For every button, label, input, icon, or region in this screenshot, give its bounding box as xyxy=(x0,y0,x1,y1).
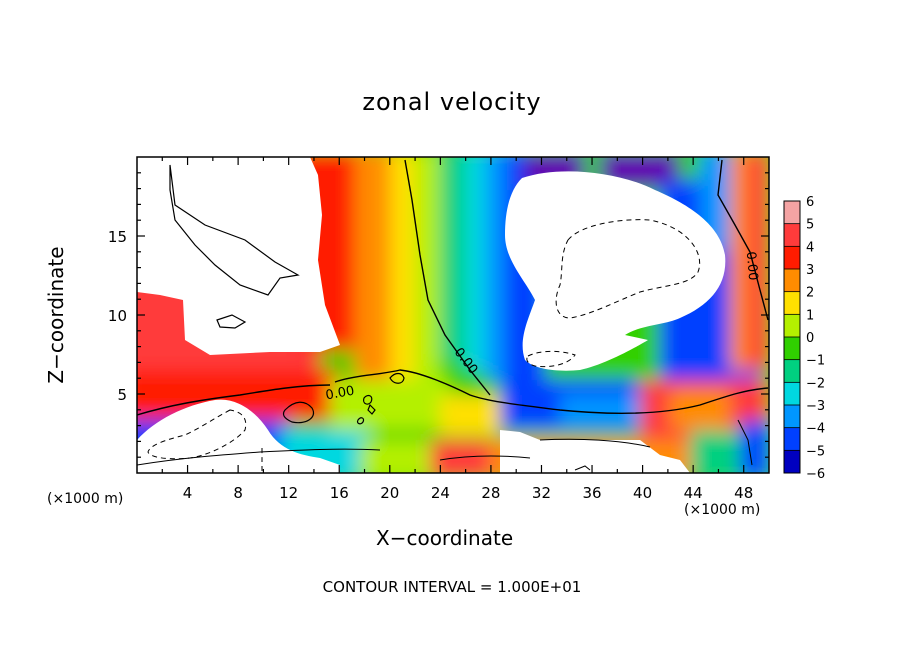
x-tick-label: 24 xyxy=(431,484,450,502)
colorbar-label: −6 xyxy=(806,467,825,482)
colorbar: 6 5 4 3 2 1 0 −1 −2 −3 −4 −5 −6 xyxy=(783,195,825,482)
y-axis-label: Z−coordinate xyxy=(44,246,68,384)
axis-ticks xyxy=(137,157,769,473)
colorbar-swatch xyxy=(784,246,800,270)
x-tick-label: 16 xyxy=(330,484,349,502)
colorbar-label: −3 xyxy=(806,399,825,414)
colorbar-swatch xyxy=(784,201,800,225)
x-units-right: (×1000 m) xyxy=(684,502,761,518)
contour-lines xyxy=(137,159,769,471)
y-tick-label: 10 xyxy=(108,307,127,325)
x-tick-label: 40 xyxy=(633,484,652,502)
colorbar-swatch xyxy=(784,337,800,361)
contour-label: 0.00 xyxy=(743,251,760,281)
colorbar-label: 2 xyxy=(806,286,814,301)
colorbar-label: 1 xyxy=(806,308,814,323)
x-tick-label: 44 xyxy=(684,484,703,502)
contour-label: 0.00 xyxy=(325,384,356,404)
colorbar-swatch xyxy=(784,223,800,247)
colorbar-label: −1 xyxy=(806,354,825,369)
colorbar-label: −4 xyxy=(806,422,825,437)
x-tick-label: 28 xyxy=(481,484,500,502)
x-tick-label: 4 xyxy=(183,484,193,502)
negative-contours xyxy=(147,219,701,473)
x-axis-label: X−coordinate xyxy=(376,526,514,550)
colorbar-swatch xyxy=(784,269,800,293)
x-tick-label: 32 xyxy=(532,484,551,502)
colorbar-label: 4 xyxy=(806,240,814,255)
chart-title: zonal velocity xyxy=(362,88,542,116)
colorbar-label: 6 xyxy=(806,195,814,210)
colorbar-swatch xyxy=(784,382,800,406)
y-tick-label: 5 xyxy=(117,386,127,404)
colorbar-label: 0 xyxy=(806,331,814,346)
x-tick-label: 12 xyxy=(279,484,298,502)
colorbar-swatch xyxy=(784,291,800,315)
velocity-field xyxy=(137,157,769,473)
out-of-range-regions xyxy=(137,157,726,473)
x-tick-label: 20 xyxy=(380,484,399,502)
colorbar-swatch xyxy=(784,314,800,338)
colorbar-swatch xyxy=(784,450,800,474)
colorbar-swatch xyxy=(784,405,800,429)
x-tick-label: 8 xyxy=(233,484,243,502)
x-tick-label: 48 xyxy=(734,484,753,502)
colorbar-label: 5 xyxy=(806,218,814,233)
colorbar-label: 3 xyxy=(806,263,814,278)
contour-interval-note: CONTOUR INTERVAL = 1.000E+01 xyxy=(322,578,582,596)
colorbar-label: −5 xyxy=(806,444,825,459)
x-tick-label: 36 xyxy=(582,484,601,502)
x-units-left: (×1000 m) xyxy=(47,491,124,507)
colorbar-swatch xyxy=(784,427,800,451)
y-tick-label: 15 xyxy=(108,228,127,246)
colorbar-swatch xyxy=(784,359,800,383)
colorbar-label: −2 xyxy=(806,376,825,391)
